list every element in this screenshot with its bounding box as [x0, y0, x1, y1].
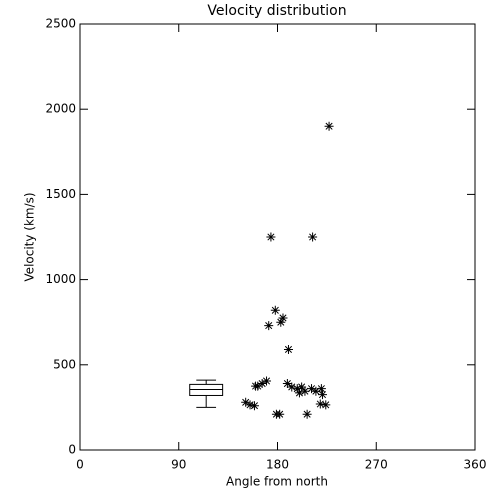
point	[317, 390, 327, 400]
x-tick-label: 0	[76, 458, 84, 472]
point	[283, 344, 293, 354]
x-tick-label: 360	[464, 458, 487, 472]
y-tick-label: 500	[53, 357, 76, 371]
point	[282, 379, 292, 389]
point	[300, 386, 310, 396]
y-axis-label: Velocity (km/s)	[23, 192, 37, 281]
x-tick-label: 90	[171, 458, 186, 472]
point	[302, 409, 312, 419]
y-tick-label: 2000	[45, 102, 76, 116]
point	[262, 376, 272, 386]
point	[287, 382, 297, 392]
point	[297, 382, 307, 392]
x-tick-label: 270	[365, 458, 388, 472]
point	[275, 409, 285, 419]
point	[245, 400, 255, 410]
plot-frame	[79, 23, 476, 451]
point	[321, 400, 331, 410]
point	[249, 401, 259, 411]
point	[315, 399, 325, 409]
point	[241, 397, 251, 407]
point	[257, 379, 267, 389]
point	[308, 232, 318, 242]
point	[264, 321, 274, 331]
point	[266, 232, 276, 242]
x-tick-label: 180	[266, 458, 289, 472]
y-tick-label: 1000	[45, 272, 76, 286]
point	[316, 384, 326, 394]
point	[311, 386, 321, 396]
chart-title: Velocity distribution	[207, 3, 346, 19]
point	[251, 381, 261, 391]
point	[294, 388, 304, 398]
point	[324, 121, 334, 131]
y-tick-label: 2500	[45, 17, 76, 31]
point	[278, 313, 288, 323]
point	[276, 317, 286, 327]
y-tick-label: 0	[68, 443, 76, 457]
point	[307, 384, 317, 394]
x-axis-label: Angle from north	[226, 475, 328, 489]
point	[292, 384, 302, 394]
y-tick-label: 1500	[45, 187, 76, 201]
point	[270, 305, 280, 315]
